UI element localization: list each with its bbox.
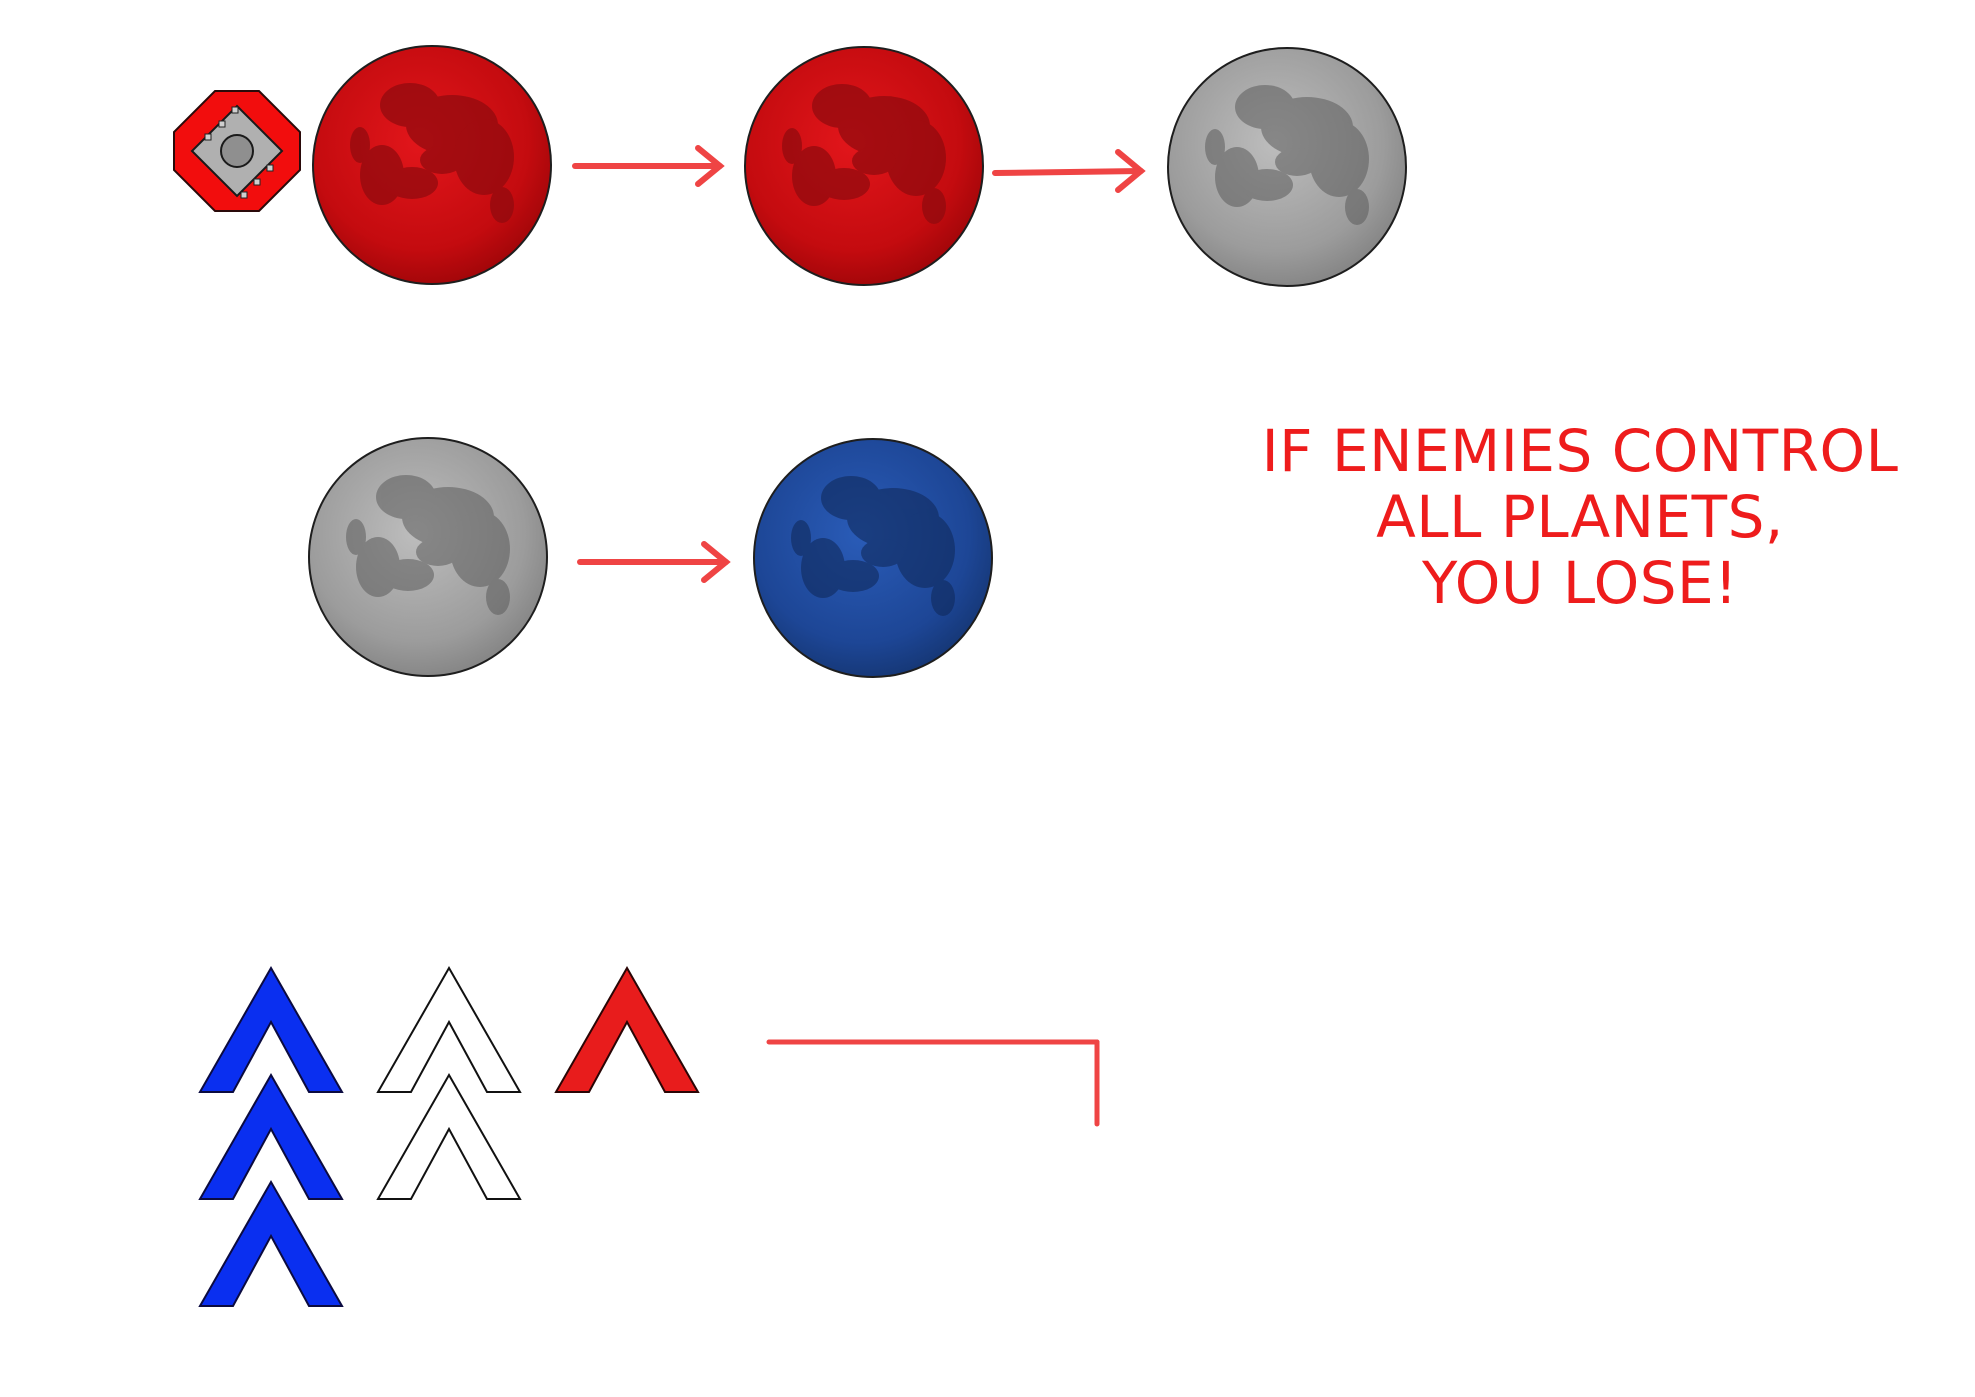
- player-unit-stack: [198, 965, 344, 1307]
- neutral-planet: [308, 437, 548, 677]
- capture-arrow: [572, 145, 725, 187]
- lose-condition-message: IF ENEMIES CONTROL ALL PLANETS, YOU LOSE…: [1200, 418, 1960, 616]
- player-unit-chevron: [198, 1072, 344, 1200]
- bracket-line: [766, 1039, 1100, 1127]
- capture-arrow: [577, 541, 731, 583]
- enemy-unit-chevron: [554, 965, 700, 1093]
- player-unit-chevron: [198, 1179, 344, 1307]
- capture-arrow: [992, 149, 1146, 193]
- neutral-unit-chevron: [376, 1072, 522, 1200]
- neutral-planet: [1167, 47, 1407, 287]
- message-line-1: IF ENEMIES CONTROL: [1261, 417, 1899, 485]
- enemy-unit-stack: [554, 965, 700, 1093]
- enemy-planet: [312, 45, 552, 285]
- neutral-unit-chevron: [376, 965, 522, 1093]
- player-unit-chevron: [198, 965, 344, 1093]
- player-planet: [753, 438, 993, 678]
- message-line-2: ALL PLANETS,: [1376, 483, 1784, 551]
- enemy-planet: [744, 46, 984, 286]
- message-line-3: YOU LOSE!: [1422, 549, 1738, 617]
- neutral-unit-stack: [376, 965, 522, 1200]
- enemy-base-icon: [173, 90, 301, 212]
